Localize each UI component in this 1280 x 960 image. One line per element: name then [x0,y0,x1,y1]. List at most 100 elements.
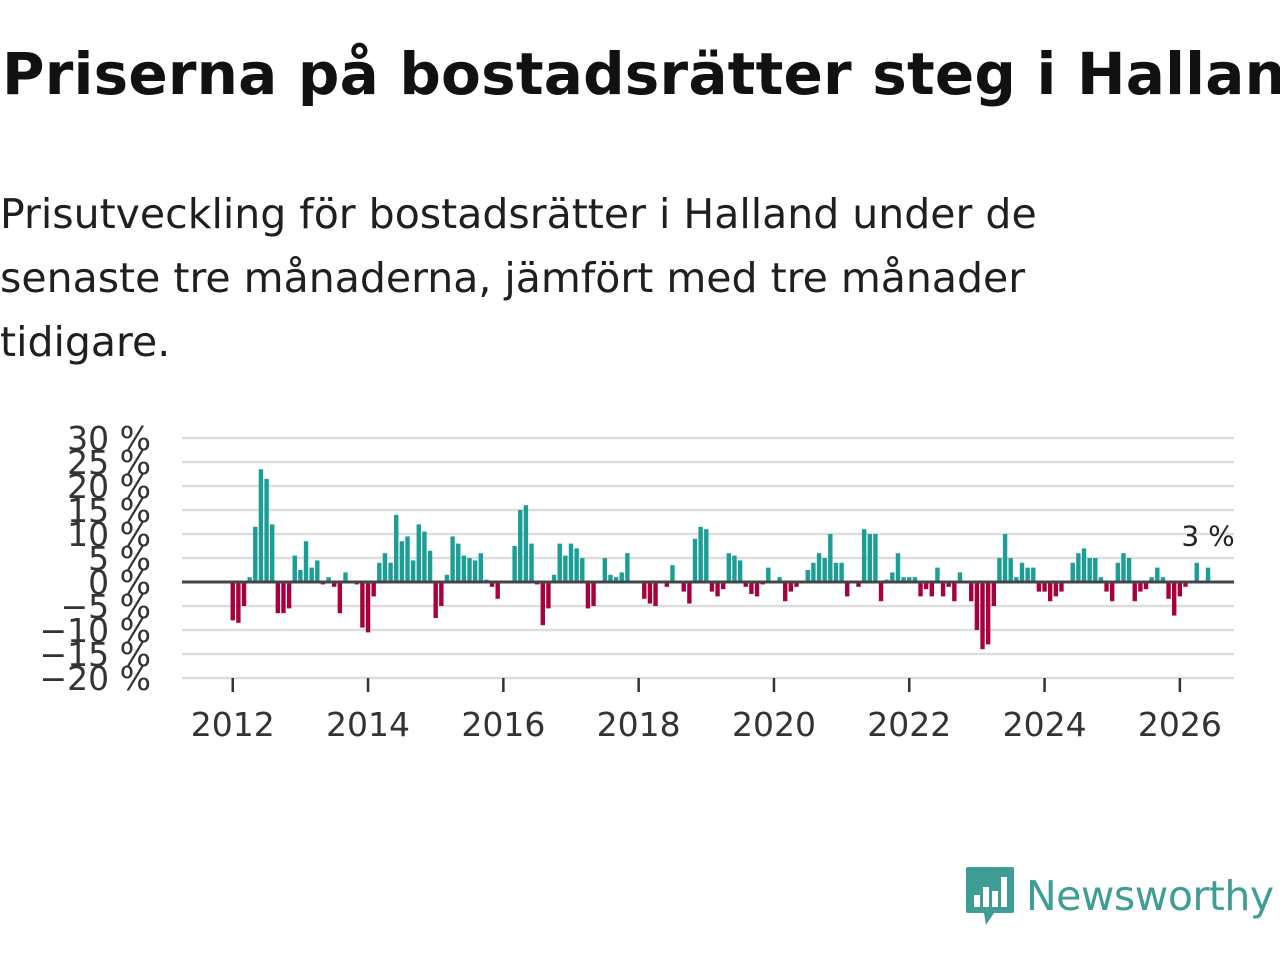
bar [309,567,314,582]
bar [873,534,878,582]
bar [1183,582,1188,587]
bar [1109,582,1115,602]
bar [1081,548,1087,582]
bar [856,582,861,587]
bar [1160,577,1166,582]
bar [382,553,388,582]
bar-chart: 30 %25 %20 %15 %10 %5 %0 %−5 %−10 %−15 %… [40,419,1235,744]
bar [647,582,653,604]
bar [1149,577,1154,582]
bar [754,582,760,597]
y-tick-label: 0 % [88,563,151,602]
bar [270,524,275,582]
bar [1070,562,1075,582]
bar [749,582,754,594]
bar [1087,558,1092,582]
bar [433,582,438,618]
bar [861,529,867,582]
y-tick-label: 25 % [67,443,151,482]
bar [822,558,827,582]
bar [298,570,303,582]
bar [360,582,365,628]
bar [303,541,309,582]
bar [1076,553,1081,582]
bar [625,553,630,582]
bar [1143,582,1149,590]
bar [1025,567,1030,582]
x-tick-label: 2018 [597,705,681,744]
bar [1008,558,1013,582]
y-tick-label: 15 % [67,491,151,530]
bar [529,543,534,582]
bar [743,582,748,587]
bar [1036,582,1042,592]
newsworthy-logo: Newsworthy [964,864,1274,928]
bar [230,582,235,621]
bar [997,558,1002,582]
bar [439,582,444,606]
bar [247,577,252,582]
bar [1132,582,1137,602]
bar [985,582,991,645]
bar [918,582,923,597]
bar [540,582,545,626]
bar [777,577,782,582]
bar [337,582,343,614]
x-tick-label: 2020 [732,705,816,744]
bar [1014,577,1019,582]
bar [969,582,974,602]
bar [281,582,286,614]
bar [907,577,912,582]
x-tick-label: 2014 [326,705,410,744]
bar [1121,553,1126,582]
bar [1053,582,1059,597]
bar [444,574,450,582]
bar [794,582,799,587]
bar [551,574,557,582]
bar [275,582,281,614]
bar [828,534,833,582]
bar [371,582,376,597]
bar [557,543,562,582]
bar [1042,582,1047,592]
bar [1155,567,1160,582]
bar [405,536,410,582]
bar [450,536,455,582]
bar [895,553,901,582]
bar [253,526,258,582]
bar [890,572,895,582]
bar [495,582,500,599]
bar [1177,582,1183,597]
bar [580,558,585,582]
bar [766,567,771,582]
bar [709,582,715,592]
bar [833,562,839,582]
bar [518,510,523,582]
bar [721,582,726,590]
x-tick-label: 2016 [461,705,545,744]
bar [1115,562,1121,582]
bar [1138,582,1143,592]
bar [929,582,934,597]
bar [332,582,337,587]
y-tick-label: −5 % [61,587,152,626]
bar [472,560,478,582]
bar [687,582,692,604]
bar [923,582,929,590]
bar [935,567,940,582]
bar [236,582,241,623]
bar [878,582,884,602]
bar [681,582,686,592]
bar [489,582,495,587]
bar [258,469,264,582]
bar [653,582,658,606]
bar [399,541,405,582]
x-tick-label: 2026 [1138,705,1222,744]
brand-name: Newsworthy [1026,872,1274,920]
bar [974,582,980,630]
bar [315,560,320,582]
bar [783,582,788,602]
bar [523,505,529,582]
bar [292,555,297,582]
bar [991,582,996,606]
